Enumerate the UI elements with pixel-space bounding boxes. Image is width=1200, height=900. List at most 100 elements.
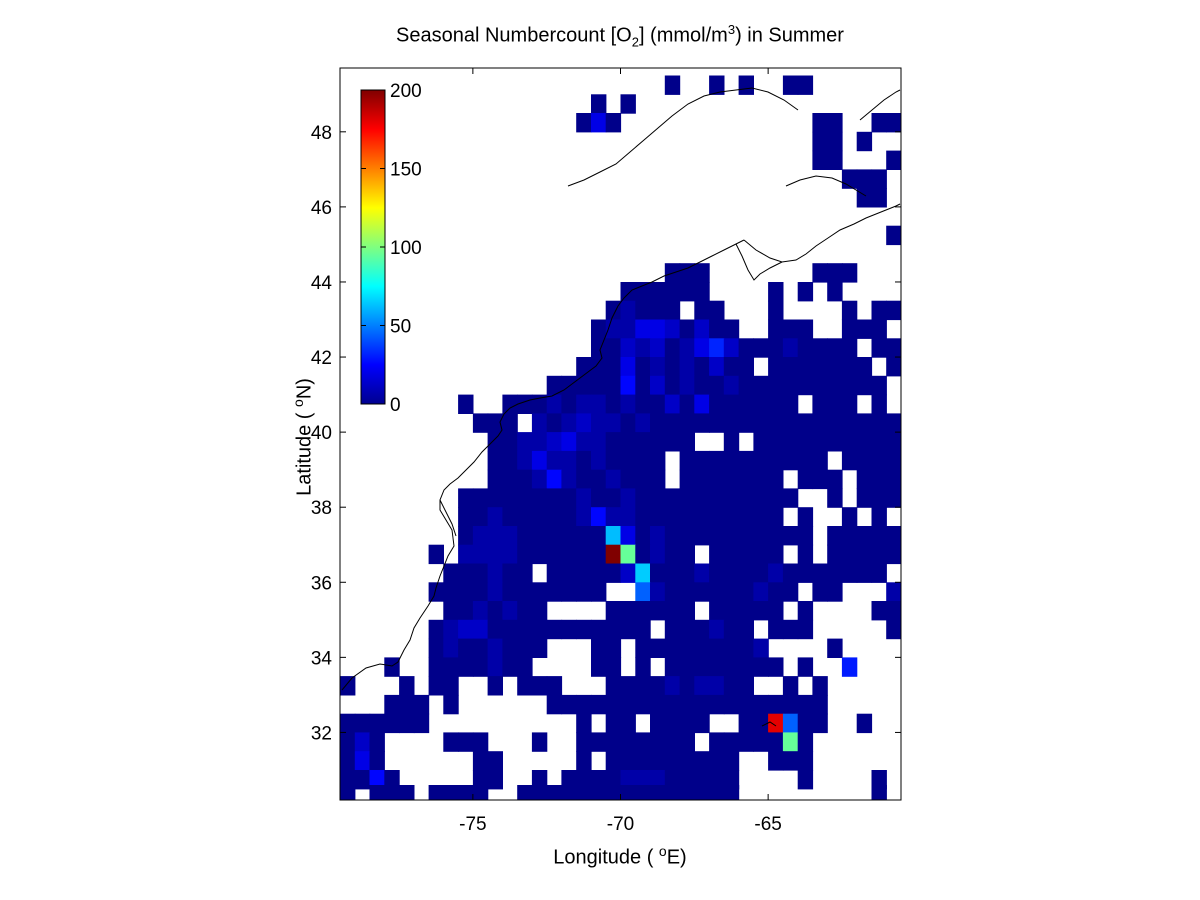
heatmap-cell bbox=[723, 488, 740, 508]
heatmap-cell bbox=[561, 582, 577, 602]
heatmap-cell bbox=[723, 450, 740, 471]
heatmap-cell bbox=[856, 432, 873, 452]
heatmap-cell bbox=[531, 526, 548, 546]
heatmap-cell bbox=[768, 338, 784, 358]
heatmap-cell bbox=[369, 785, 385, 800]
y-tick-label: 44 bbox=[311, 273, 333, 294]
heatmap-cell bbox=[620, 676, 636, 696]
heatmap-cell bbox=[679, 338, 695, 358]
heatmap-cell bbox=[591, 394, 607, 414]
heatmap-cell bbox=[768, 319, 784, 339]
heatmap-cell bbox=[487, 676, 503, 696]
heatmap-cell bbox=[635, 751, 651, 771]
heatmap-cell bbox=[709, 770, 725, 790]
heatmap-cell bbox=[458, 619, 474, 640]
heatmap-cell bbox=[841, 300, 858, 321]
heatmap-cell bbox=[605, 657, 622, 677]
heatmap-cell bbox=[635, 770, 651, 790]
heatmap-cell bbox=[561, 694, 577, 715]
heatmap-cell bbox=[886, 469, 901, 490]
heatmap-cell bbox=[694, 357, 710, 377]
heatmap-cell bbox=[620, 507, 636, 527]
heatmap-cell bbox=[871, 785, 887, 800]
heatmap-cell bbox=[709, 413, 725, 433]
heatmap-cell bbox=[871, 169, 887, 189]
heatmap-cell bbox=[664, 432, 681, 452]
heatmap-cell bbox=[664, 785, 681, 800]
heatmap-cell bbox=[472, 619, 489, 640]
heatmap-cell bbox=[856, 469, 873, 490]
heatmap-cell bbox=[428, 619, 444, 640]
coastline-pei bbox=[785, 175, 867, 197]
heatmap-cell bbox=[768, 732, 784, 752]
heatmap-cell bbox=[871, 188, 887, 208]
heatmap-cell bbox=[502, 413, 518, 433]
y-tick-label: 36 bbox=[311, 573, 332, 594]
heatmap-cell bbox=[723, 785, 740, 800]
heatmap-cell bbox=[443, 601, 459, 621]
heatmap-cell bbox=[797, 601, 814, 621]
heatmap-cell bbox=[620, 770, 636, 790]
heatmap-cell bbox=[709, 694, 725, 715]
heatmap-cell bbox=[369, 751, 385, 771]
heatmap-cell bbox=[605, 394, 622, 414]
heatmap-cell bbox=[812, 338, 828, 358]
y-tick-label: 34 bbox=[311, 648, 333, 669]
heatmap-cell bbox=[797, 694, 814, 715]
heatmap-cell bbox=[797, 357, 814, 377]
heatmap-cell bbox=[458, 657, 474, 677]
heatmap-cell bbox=[664, 638, 681, 658]
heatmap-cell bbox=[546, 507, 563, 527]
heatmap-cell bbox=[576, 785, 592, 800]
heatmap-cell bbox=[679, 507, 695, 527]
heatmap-cell bbox=[428, 638, 444, 658]
heatmap-cell bbox=[354, 713, 371, 734]
heatmap-cell bbox=[472, 413, 489, 433]
heatmap-cell bbox=[709, 732, 725, 752]
heatmap-cell bbox=[753, 432, 769, 452]
heatmap-cell bbox=[871, 394, 887, 414]
heatmap-cell bbox=[399, 785, 415, 800]
heatmap-cell bbox=[546, 694, 563, 715]
heatmap-cell bbox=[576, 488, 592, 508]
heatmap-cell bbox=[384, 694, 400, 715]
heatmap-cell bbox=[812, 131, 828, 152]
heatmap-cell bbox=[856, 319, 873, 339]
heatmap-cell bbox=[768, 563, 784, 583]
heatmap-cell bbox=[841, 394, 858, 414]
heatmap-cell bbox=[517, 526, 533, 546]
heatmap-cell bbox=[472, 507, 489, 527]
heatmap-cell bbox=[650, 582, 666, 602]
y-tick-label: 48 bbox=[311, 123, 332, 144]
y-axis-ticks: 32 34 36 38 40 42 44 46 48 bbox=[311, 123, 901, 744]
heatmap-cell bbox=[709, 638, 725, 658]
heatmap-cell bbox=[458, 544, 474, 565]
heatmap-cell bbox=[694, 413, 710, 433]
heatmap-cell bbox=[650, 282, 666, 302]
heatmap-cell bbox=[679, 432, 695, 452]
heatmap-cell bbox=[679, 732, 695, 752]
heatmap-cell bbox=[650, 488, 666, 508]
heatmap-cell bbox=[709, 751, 725, 771]
heatmap-cell bbox=[354, 770, 371, 790]
heatmap-cell bbox=[458, 732, 474, 752]
heatmap-cell bbox=[797, 732, 814, 752]
heatmap-cell bbox=[605, 676, 622, 696]
heatmap-cell bbox=[812, 469, 828, 490]
heatmap-cell bbox=[738, 563, 754, 583]
heatmap-cell bbox=[576, 432, 592, 452]
heatmap-cell bbox=[886, 413, 901, 433]
heatmap-cell bbox=[782, 338, 799, 358]
heatmap-cell bbox=[620, 563, 636, 583]
heatmap-cell bbox=[531, 394, 548, 414]
heatmap-cell bbox=[472, 751, 489, 771]
heatmap-cell bbox=[738, 582, 754, 602]
heatmap-cell bbox=[694, 563, 710, 583]
heatmap-cell bbox=[871, 375, 887, 396]
heatmap-cell bbox=[650, 300, 666, 321]
heatmap-cell bbox=[694, 770, 710, 790]
heatmap-cell bbox=[709, 619, 725, 640]
heatmap-cell bbox=[517, 785, 533, 800]
heatmap-cell bbox=[576, 469, 592, 490]
